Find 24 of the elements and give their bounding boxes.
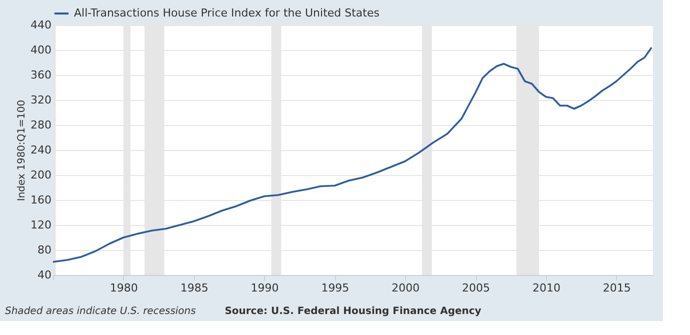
x-tick-label: 1985 — [180, 282, 208, 294]
y-tick-label: 240 — [30, 144, 52, 156]
y-tick-label: 320 — [30, 94, 52, 106]
source-note: Source: U.S. Federal Housing Finance Agency — [224, 306, 482, 317]
x-tick-label: 2005 — [462, 282, 490, 294]
x-tick-label: 1980 — [110, 282, 138, 294]
text: Shaded areas indicate U.S. recessions — [5, 306, 196, 317]
y-tick-label: 280 — [30, 118, 52, 132]
legend-label: All-Transactions House Price Index for the United States — [74, 6, 380, 20]
y-axis-title: Index 1980:Q1=100 — [16, 100, 28, 202]
y-tick-label: 400 — [30, 44, 52, 56]
y-tick-label: 120 — [30, 218, 52, 232]
y-tick-label: 40 — [38, 268, 52, 282]
x-tick-label: 2010 — [532, 282, 560, 294]
y-tick-label: 160 — [30, 194, 52, 206]
x-tick-label: 1990 — [250, 282, 279, 294]
x-tick-label: 2000 — [392, 282, 420, 294]
y-tick-label: 200 — [30, 168, 52, 182]
x-tick-label: 2015 — [602, 282, 631, 294]
x-tick-label: 1995 — [321, 282, 350, 294]
y-tick-label: 80 — [38, 244, 52, 256]
line-series — [52, 46, 652, 263]
y-tick-label: 440 — [30, 18, 52, 32]
y-tick-label: 360 — [30, 68, 52, 82]
